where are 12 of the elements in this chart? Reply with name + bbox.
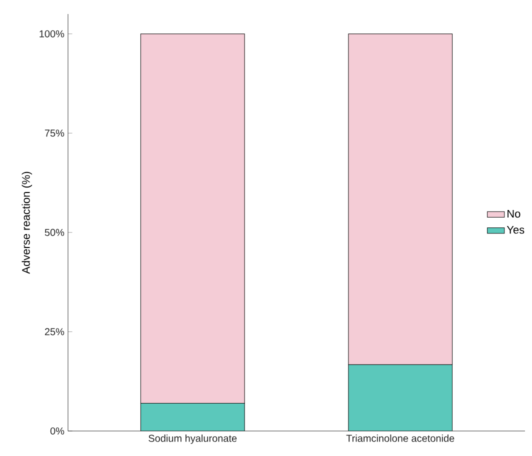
legend-label: No: [508, 210, 520, 218]
y-axis-title: Adverse reaction (%): [22, 172, 32, 274]
y-tick-label: 50%: [44, 228, 64, 236]
x-tick-label: Triamcinolone acetonide: [346, 434, 454, 442]
bar: [140, 403, 245, 431]
y-tick-label: 100%: [40, 30, 64, 38]
y-tick-label: 25%: [44, 328, 64, 336]
y-tick-label: 75%: [44, 130, 64, 137]
bar: [348, 364, 453, 431]
x-tick-label: Sodium hyaluronate: [148, 434, 237, 444]
y-tick-label: 0%: [50, 427, 64, 435]
legend-label: Yes: [506, 226, 524, 234]
